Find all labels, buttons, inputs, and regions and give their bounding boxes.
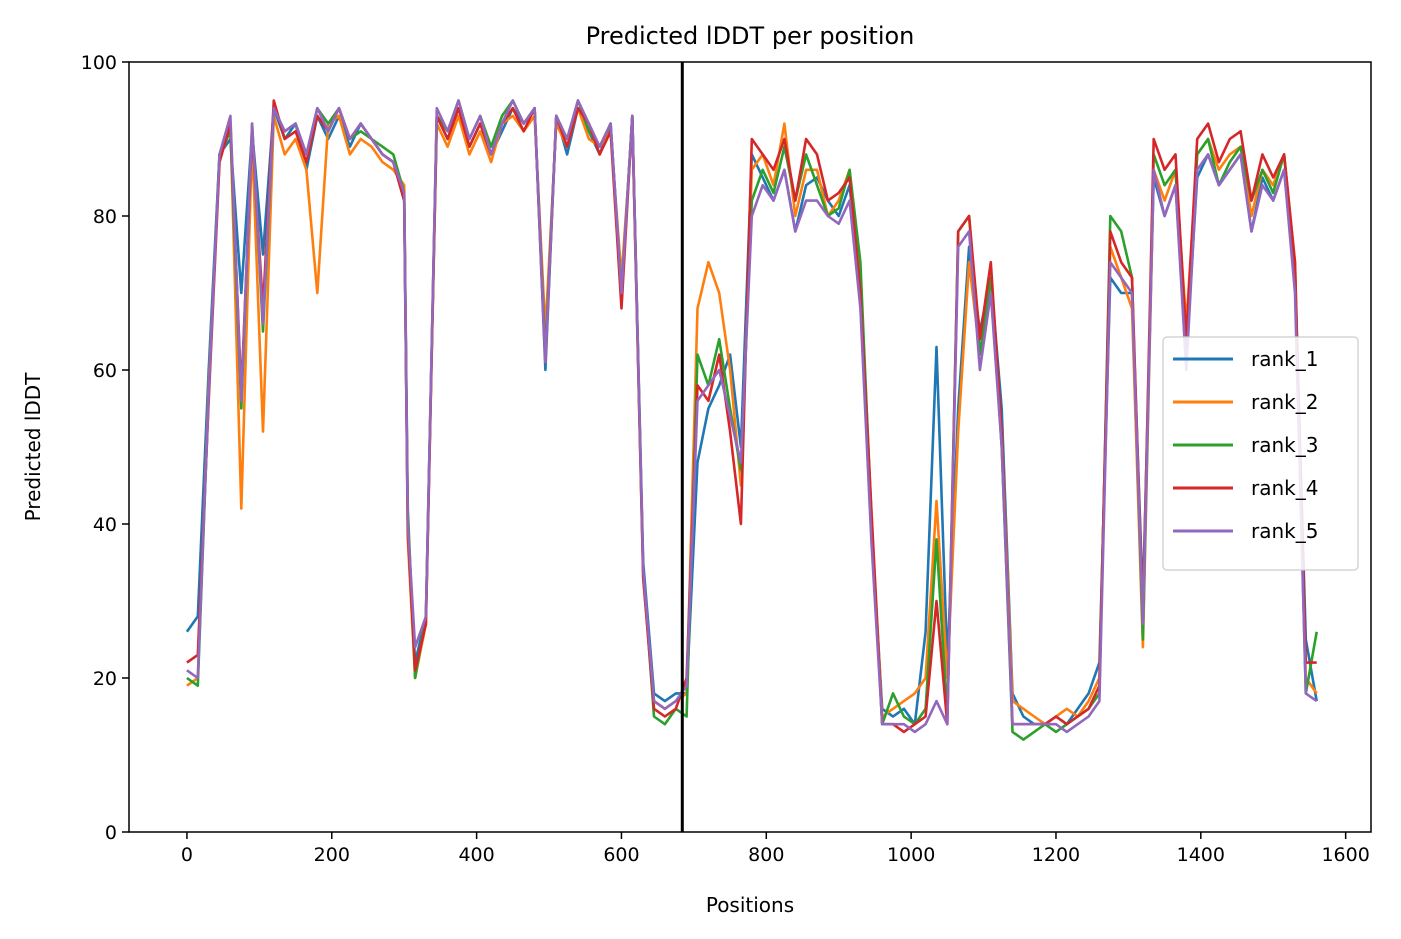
y-axis: 0 20 40 60 80 100 [81,52,129,844]
x-tick-label: 1600 [1321,844,1369,866]
y-tick-label: 100 [81,52,117,74]
plot-frame [128,61,1372,833]
x-tick-label: 1400 [1177,844,1225,866]
y-tick-label: 40 [93,514,117,536]
y-tick-label: 80 [93,206,117,228]
y-axis-title: Predicted lDDT [21,372,45,522]
x-tick-label: 800 [748,844,784,866]
legend: rank_1 rank_2 rank_3 rank_4 rank_5 [1162,336,1359,571]
legend-label-rank_4: rank_4 [1251,476,1318,500]
x-tick-label: 200 [314,844,350,866]
legend-box [1162,336,1359,571]
y-tick-label: 20 [93,668,117,690]
series-layer [185,99,1318,741]
series-line-rank_5 [186,99,1318,734]
x-tick-label: 400 [458,844,494,866]
legend-label-rank_1: rank_1 [1251,347,1318,371]
x-tick-label: 1000 [887,844,935,866]
legend-label-rank_3: rank_3 [1251,433,1318,457]
x-axis-title: Positions [706,893,794,917]
y-tick-label: 0 [105,822,117,844]
chart-title: Predicted lDDT per position [586,22,915,50]
legend-label-rank_2: rank_2 [1251,390,1318,414]
x-axis: 0 200 400 600 800 1000 1200 1400 1600 [181,832,1370,866]
legend-label-rank_5: rank_5 [1251,519,1318,543]
x-tick-label: 1200 [1032,844,1080,866]
y-tick-label: 60 [93,360,117,382]
x-tick-label: 600 [603,844,639,866]
x-tick-label: 0 [181,844,193,866]
